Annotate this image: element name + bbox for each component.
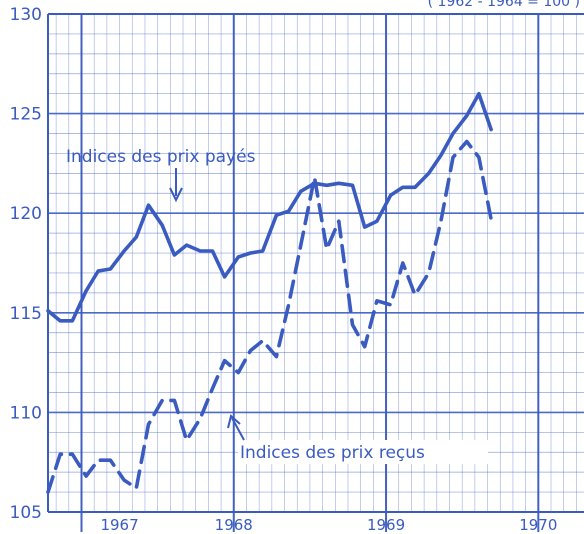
index-base-note: ( 1962 - 1964 = 100 ): [428, 0, 580, 10]
y-tick-label: 110: [10, 403, 42, 423]
y-tick-label: 105: [10, 503, 42, 523]
y-tick-label: 130: [10, 5, 42, 25]
annotation-prix-recus: Indices des prix reçus: [240, 443, 425, 463]
annotation-arrow: [231, 417, 245, 441]
x-tick-label: 1969: [367, 516, 405, 534]
y-tick-label: 125: [10, 105, 42, 125]
y-tick-label: 120: [10, 204, 42, 224]
series-line-prix-payes: [46, 91, 493, 323]
y-tick-label: 115: [10, 304, 42, 324]
annotation-background: [238, 440, 488, 464]
series-layer: [46, 91, 493, 494]
annotation-arrowhead: [227, 414, 241, 429]
axis-layer: 105 110 115 120 125 130 1967 1968 1969 1970 ( 1962…: [10, 0, 584, 534]
x-tick-label: 1970: [519, 516, 557, 534]
annotation-layer: Indices des prix payés Indices des prix r…: [66, 147, 488, 464]
annotation-arrowhead: [169, 187, 183, 203]
x-tick-label: 1967: [100, 516, 138, 534]
series-line-prix-recus: [46, 139, 493, 494]
annotation-prix-payes: Indices des prix payés: [66, 147, 256, 167]
x-tick-label: 1968: [215, 516, 253, 534]
